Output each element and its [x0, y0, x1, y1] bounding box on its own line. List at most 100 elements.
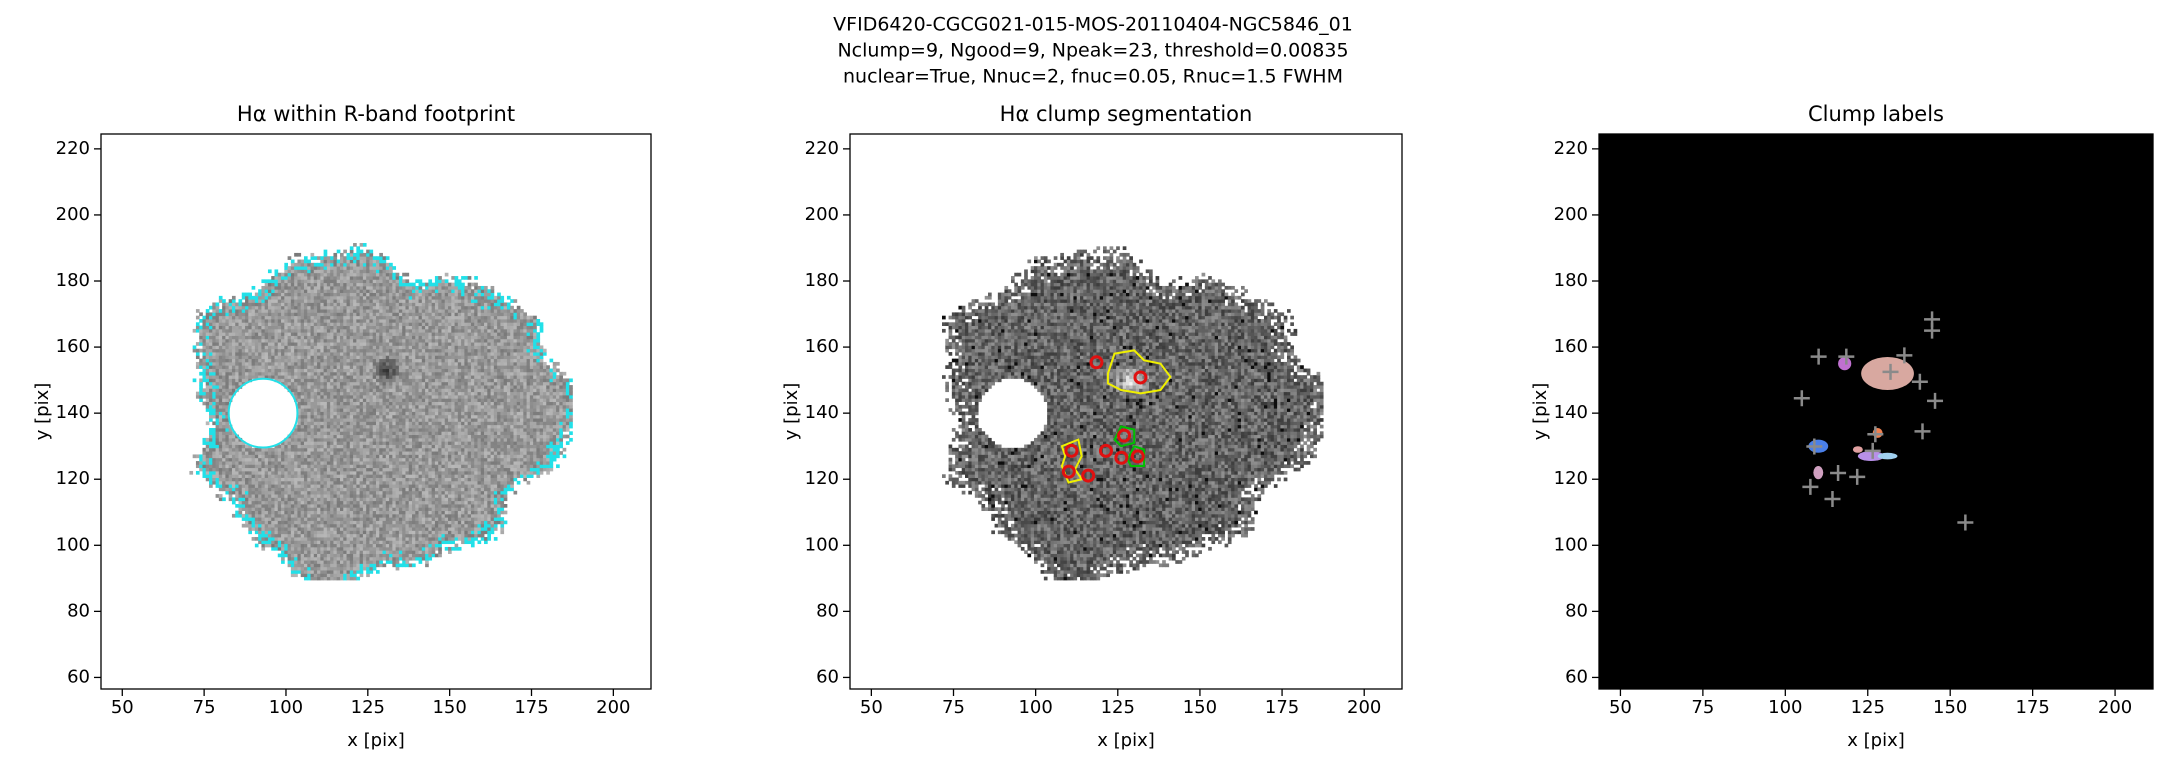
- image-pixel: [366, 325, 370, 330]
- image-pixel: [392, 533, 397, 538]
- image-pixel: [356, 560, 361, 564]
- image-pixel: [277, 537, 282, 541]
- image-pixel: [372, 447, 377, 452]
- image-pixel: [251, 484, 256, 488]
- image-pixel: [284, 507, 289, 512]
- image-pixel: [241, 361, 246, 366]
- image-pixel: [405, 434, 410, 439]
- image-pixel: [271, 494, 275, 498]
- image-pixel: [343, 282, 347, 287]
- image-pixel: [379, 312, 383, 317]
- image-pixel: [389, 319, 393, 323]
- image-pixel: [218, 497, 223, 502]
- image-pixel: [264, 358, 269, 363]
- image-pixel: [343, 431, 347, 436]
- image-pixel: [356, 414, 361, 419]
- image-pixel: [372, 328, 377, 333]
- image-pixel: [398, 365, 403, 369]
- image-pixel: [284, 269, 289, 274]
- image-pixel: [330, 282, 334, 287]
- image-pixel: [402, 348, 406, 353]
- image-pixel: [310, 500, 315, 505]
- image-pixel: [303, 276, 308, 280]
- image-pixel: [307, 434, 311, 439]
- image-pixel: [379, 553, 383, 558]
- image-pixel: [323, 328, 328, 333]
- image-pixel: [284, 266, 289, 270]
- image-pixel: [349, 404, 354, 409]
- image-pixel: [356, 249, 361, 254]
- image-pixel: [336, 560, 341, 564]
- image-pixel: [330, 365, 334, 369]
- image-pixel: [395, 457, 400, 462]
- image-pixel: [362, 338, 367, 343]
- image-pixel: [359, 543, 364, 548]
- image-pixel: [267, 305, 272, 310]
- image-pixel: [333, 507, 338, 512]
- image-pixel: [267, 361, 272, 366]
- image-pixel: [356, 348, 361, 353]
- image-pixel: [405, 546, 410, 551]
- image-pixel: [313, 272, 318, 277]
- image-pixel: [303, 411, 308, 416]
- image-pixel: [297, 299, 302, 303]
- image-pixel: [323, 355, 328, 360]
- image-pixel: [379, 309, 383, 313]
- image-pixel: [356, 375, 361, 379]
- image-pixel: [313, 414, 318, 419]
- image-pixel: [398, 546, 403, 551]
- image-pixel: [225, 328, 230, 333]
- image-pixel: [353, 513, 357, 518]
- image-pixel: [392, 553, 397, 558]
- image-pixel: [245, 335, 249, 340]
- image-pixel: [323, 431, 328, 436]
- image-pixel: [382, 451, 387, 455]
- image-pixel: [225, 371, 230, 376]
- image-pixel: [307, 537, 311, 541]
- image-pixel: [228, 391, 233, 396]
- image-pixel: [333, 560, 338, 564]
- image-pixel: [402, 553, 406, 558]
- image-pixel: [395, 338, 400, 343]
- image-pixel: [395, 411, 400, 416]
- image-pixel: [261, 537, 266, 541]
- image-pixel: [307, 352, 311, 356]
- image-pixel: [372, 418, 377, 422]
- image-pixel: [277, 474, 282, 478]
- image-pixel: [326, 299, 331, 303]
- image-pixel: [346, 553, 351, 558]
- image-pixel: [267, 513, 272, 518]
- image-pixel: [317, 335, 321, 340]
- image-pixel: [336, 566, 341, 571]
- image-pixel: [300, 361, 305, 366]
- image-pixel: [254, 299, 259, 303]
- image-pixel: [392, 490, 397, 495]
- image-pixel: [326, 398, 331, 402]
- image-pixel: [313, 345, 318, 350]
- image-pixel: [300, 272, 305, 277]
- image-pixel: [303, 256, 308, 260]
- image-pixel: [277, 312, 282, 317]
- image-pixel: [385, 276, 390, 280]
- image-pixel: [359, 566, 364, 571]
- image-pixel: [356, 408, 361, 412]
- image-pixel: [317, 309, 321, 313]
- image-pixel: [326, 573, 331, 578]
- image-pixel: [199, 461, 203, 465]
- image-pixel: [379, 540, 383, 545]
- image-pixel: [359, 424, 364, 429]
- image-pixel: [395, 444, 400, 449]
- image-pixel: [366, 394, 370, 399]
- image-pixel: [320, 556, 325, 561]
- image-pixel: [392, 424, 397, 429]
- image-pixel: [369, 325, 374, 330]
- image-pixel: [313, 299, 318, 303]
- image-pixel: [405, 394, 410, 399]
- image-pixel: [235, 355, 239, 360]
- image-pixel: [264, 282, 269, 287]
- image-pixel: [310, 325, 315, 330]
- image-pixel: [356, 504, 361, 508]
- image-pixel: [382, 276, 387, 280]
- image-pixel: [241, 365, 246, 369]
- image-pixel: [382, 259, 387, 264]
